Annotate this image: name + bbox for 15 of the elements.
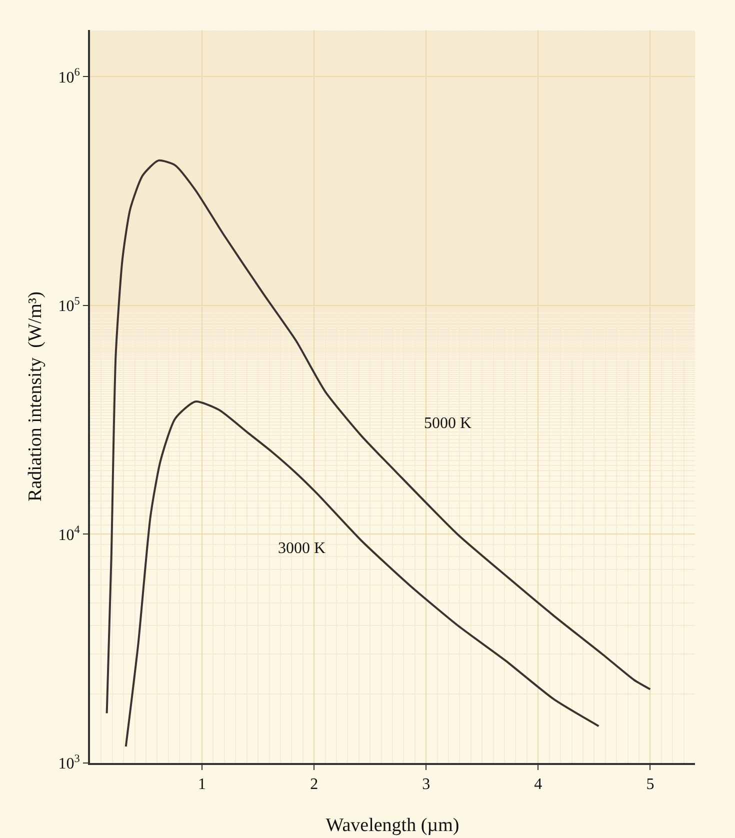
x-tick-label: 2	[310, 776, 318, 794]
y-tick-label: 10$^{6}$	[58, 66, 80, 86]
x-tick-label: 3	[422, 776, 430, 794]
text: 5000 K	[424, 415, 472, 432]
y-tick-label: 10$^{3}$	[58, 752, 80, 773]
y-axis-title: Radiation intensity (W/m³)	[25, 292, 46, 502]
series-label: 3000 K	[278, 540, 326, 557]
line-series	[106, 160, 652, 714]
y-tick-label: 10$^{4}$	[58, 524, 80, 544]
y-tick-label: 10$^{5}$	[58, 295, 80, 316]
line-series	[124, 400, 600, 748]
x-tick-label: 4	[534, 776, 542, 794]
x-tick-label: 1	[198, 776, 206, 794]
x-tick-label: 5	[646, 776, 654, 794]
x-axis-title: Wavelength (µm)	[326, 815, 460, 836]
